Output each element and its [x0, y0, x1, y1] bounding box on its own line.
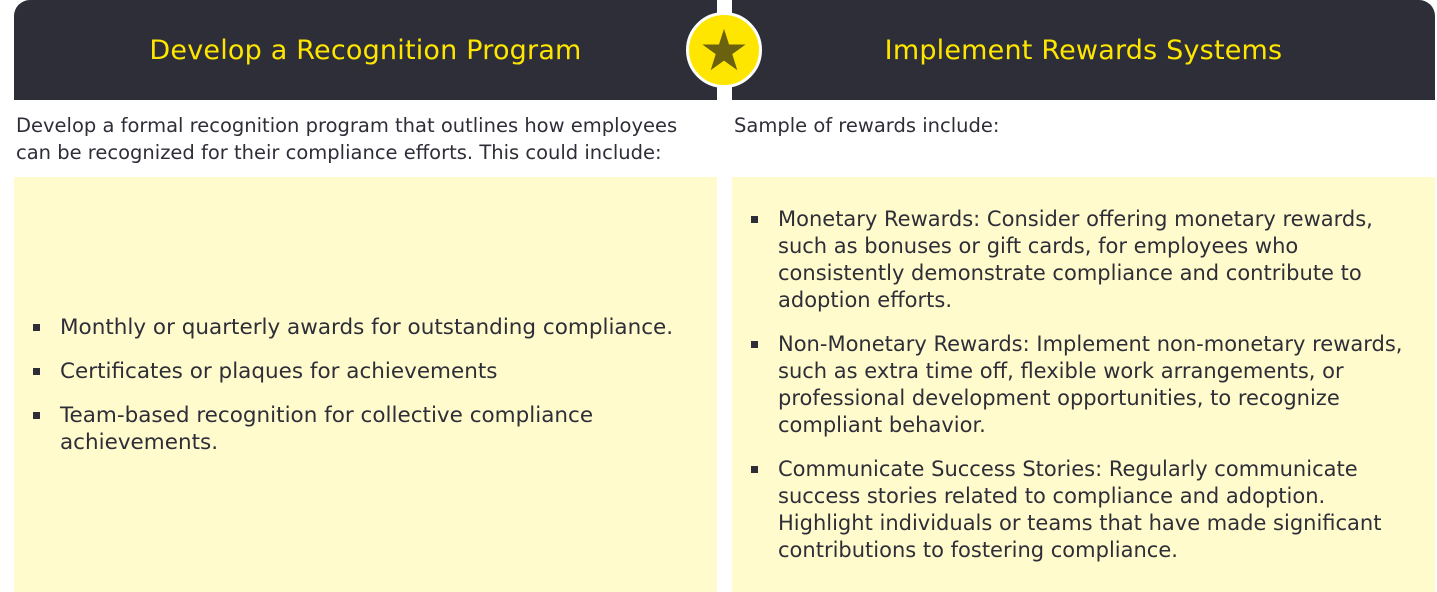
recognition-program-intro: Develop a formal recognition program tha…: [16, 114, 678, 164]
star-icon: [702, 28, 746, 71]
rewards-systems-intro: Sample of rewards include:: [734, 114, 1000, 137]
recognition-program-title: Develop a Recognition Program: [149, 34, 582, 66]
rewards-systems-panel: Monetary Rewards: Consider offering mone…: [732, 177, 1435, 592]
rewards-systems-header: Implement Rewards Systems: [732, 0, 1435, 100]
rewards-systems-title: Implement Rewards Systems: [884, 34, 1283, 66]
star-badge: [686, 12, 762, 88]
list-item: Team-based recognition for collective co…: [32, 402, 703, 456]
rewards-systems-column: Implement Rewards Systems Sample of rewa…: [732, 0, 1435, 592]
list-item: Communicate Success Stories: Regularly c…: [750, 456, 1419, 564]
recognition-program-column: Develop a Recognition Program Develop a …: [14, 0, 717, 592]
recognition-program-list: Monthly or quarterly awards for outstand…: [32, 314, 703, 456]
list-item: Monthly or quarterly awards for outstand…: [32, 314, 703, 341]
recognition-program-header: Develop a Recognition Program: [14, 0, 717, 100]
recognition-program-panel: Monthly or quarterly awards for outstand…: [14, 177, 717, 592]
list-item: Monetary Rewards: Consider offering mone…: [750, 206, 1419, 314]
rewards-systems-list: Monetary Rewards: Consider offering mone…: [750, 206, 1419, 564]
list-item: Non-Monetary Rewards: Implement non-mone…: [750, 331, 1419, 439]
list-item: Certificates or plaques for achievements: [32, 358, 703, 385]
